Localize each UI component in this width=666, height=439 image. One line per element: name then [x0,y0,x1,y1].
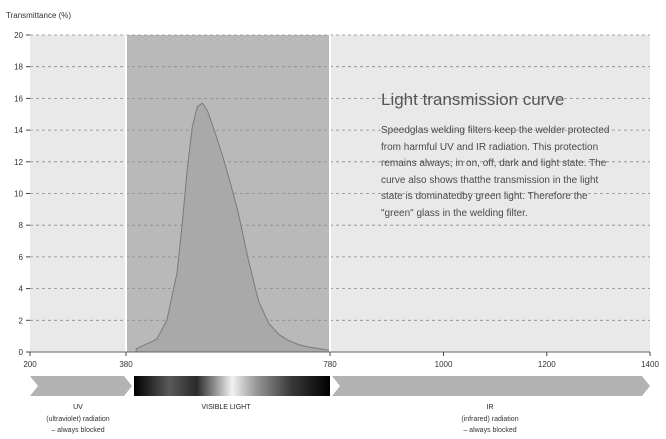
y-tick-label: 6 [19,253,24,262]
region-title: VISIBLE LIGHT [201,404,251,411]
transmission-curve [125,35,331,353]
y-tick-label: 12 [14,158,23,167]
y-tick-label: 4 [19,285,24,294]
region-subtitle: – always blocked [463,427,516,434]
y-tick-label: 2 [19,316,24,325]
region-subtitle: (ultraviolet) radiation [46,416,110,423]
x-tick-label: 380 [119,360,133,369]
region-subtitle: (infrared) radiation [461,416,518,423]
y-tick-label: 16 [14,94,23,103]
curve-area [135,102,331,353]
y-tick-label: 8 [19,221,24,230]
uv-band [30,376,132,396]
spectrum-band [30,376,650,396]
region-subtitle: – always blocked [51,427,104,434]
ir-band [332,376,650,396]
x-tick-label: 780 [323,360,337,369]
y-tick-label: 20 [14,31,23,40]
x-tick-label: 1000 [435,360,453,369]
x-tick-label: 1200 [538,360,556,369]
y-tick-label: 14 [14,126,23,135]
axis-ticks: 0 2 4 6 8 10 12 14 16 18 20 200 380 780 1000 1200 1400 [14,31,659,369]
x-tick-label: 200 [23,360,37,369]
info-body: Speedglas welding filters keep the welde… [381,125,610,219]
info-title: Light transmission curve [381,90,565,109]
x-tick-label: 1400 [641,360,659,369]
visible-light-band [134,376,330,396]
grid-lines [30,34,650,321]
region-title: UV [73,404,83,411]
y-tick-label: 18 [14,63,23,72]
region-title: IR [487,404,494,411]
y-axis-label: Transmittance (%) [6,11,71,20]
region-labels: UV (ultraviolet) radiation – always blocke… [46,404,518,434]
y-tick-label: 0 [19,348,24,357]
y-tick-label: 10 [14,190,23,199]
